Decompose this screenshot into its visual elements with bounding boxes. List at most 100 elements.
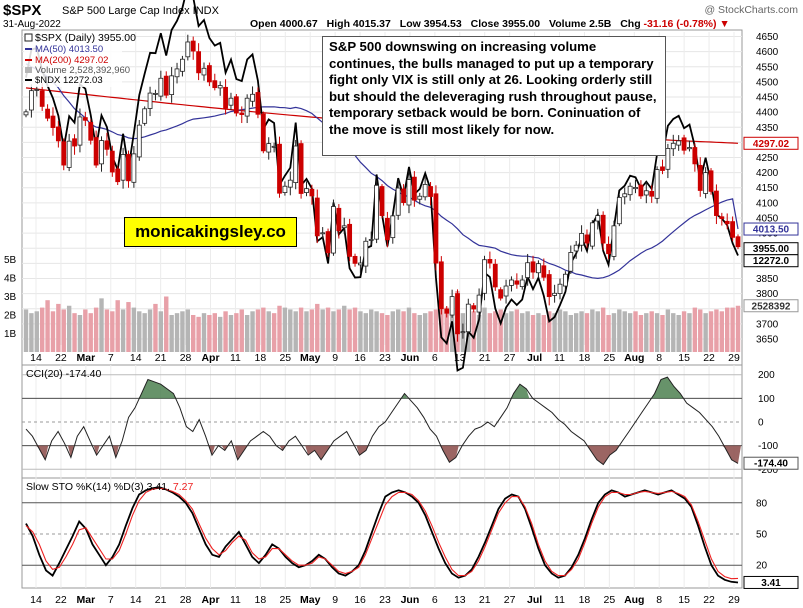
volume-bar xyxy=(547,311,552,352)
volume-bar xyxy=(39,307,45,352)
volume-tick-label: 1B xyxy=(4,329,17,340)
candle-body xyxy=(255,92,261,115)
candle-body xyxy=(562,273,568,287)
volume-bar xyxy=(627,313,633,352)
cci-label: CCI(20) -174.40 xyxy=(26,368,101,380)
volume-bar xyxy=(34,311,39,352)
volume-bar xyxy=(671,313,676,352)
volume-tick-label: 3B xyxy=(4,292,17,303)
candle-body xyxy=(298,143,304,194)
cci-negative-area xyxy=(93,445,100,456)
candle-body xyxy=(460,331,466,334)
candle-body xyxy=(99,140,104,165)
candle-body xyxy=(201,67,207,76)
candle-body xyxy=(616,197,622,225)
volume-bar xyxy=(99,298,104,352)
candle-body xyxy=(390,215,396,239)
candle-body xyxy=(579,233,584,246)
volume-tick-label: 5B xyxy=(4,255,17,266)
stochastic-indicator xyxy=(22,486,742,584)
candle-body xyxy=(185,41,191,58)
volume-bar xyxy=(77,315,83,352)
cci-negative-area xyxy=(234,445,248,460)
candle-body xyxy=(363,240,369,267)
volume-bar xyxy=(358,311,363,352)
candle-body xyxy=(163,75,169,96)
volume-bar xyxy=(493,311,498,352)
candle-body xyxy=(158,77,164,97)
sto-tick-label: 50 xyxy=(756,530,768,541)
volume-bar xyxy=(633,311,638,352)
x-tick-label: 22 xyxy=(703,352,715,364)
candle-body xyxy=(347,223,353,257)
cci-tick-label: -100 xyxy=(758,441,778,452)
candle-body xyxy=(126,154,131,182)
candle-body xyxy=(266,143,272,153)
x-tick-label: 21 xyxy=(155,352,167,364)
sto-tick-label: 20 xyxy=(756,561,768,572)
candle-body xyxy=(233,96,239,114)
ndx-tag-bg xyxy=(743,254,799,268)
candle-body xyxy=(55,126,61,142)
candle-body xyxy=(643,190,649,196)
x-tick-label: 21 xyxy=(155,594,167,606)
volume-bar xyxy=(563,311,568,352)
volume-bar xyxy=(315,303,320,352)
volume-bar xyxy=(692,307,698,352)
candle-body xyxy=(309,188,315,197)
volume-bar xyxy=(665,309,671,352)
symbol-title: $SPX xyxy=(3,2,41,19)
volume-tag-bg xyxy=(743,299,799,313)
volume-bar xyxy=(390,311,395,352)
price-tick-label: 4650 xyxy=(756,32,779,43)
candle-body xyxy=(180,58,185,72)
x-tick-label: Mar xyxy=(77,352,96,364)
candle-body xyxy=(212,80,218,89)
volume-bar xyxy=(56,303,61,352)
ma200-tag-bg xyxy=(743,136,799,150)
x-tick-label: 23 xyxy=(379,352,391,364)
cci-negative-area xyxy=(279,445,286,451)
candle-body xyxy=(190,40,196,52)
candle-body xyxy=(638,184,644,197)
cci-negative-area xyxy=(67,445,74,458)
candle-body xyxy=(471,305,477,310)
volume-bar xyxy=(131,307,137,352)
candle-body xyxy=(174,68,180,78)
candle-body xyxy=(536,263,541,274)
volume-bar xyxy=(735,305,741,352)
volume-bar xyxy=(444,307,449,352)
price-tick-label: 3850 xyxy=(756,274,779,285)
volume-bar xyxy=(212,313,217,352)
volume-bar xyxy=(509,311,514,352)
x-tick-label: 8 xyxy=(656,594,662,606)
volume-bar xyxy=(174,313,180,352)
candle-body xyxy=(304,188,309,193)
volume-bar xyxy=(250,311,255,352)
volume-bar xyxy=(660,315,665,352)
cci-negative-area xyxy=(587,445,620,465)
candle-body xyxy=(206,65,212,83)
x-tick-label: 28 xyxy=(180,352,192,364)
price-tick-label: 4350 xyxy=(756,123,779,134)
candle-body xyxy=(665,148,671,170)
volume-bar xyxy=(342,305,347,352)
candle-body xyxy=(88,122,94,141)
cci-negative-area xyxy=(35,445,49,460)
x-tick-label: Aug xyxy=(624,594,644,606)
candle-body xyxy=(654,169,660,199)
volume-bar xyxy=(126,302,131,352)
candle-body xyxy=(730,221,736,238)
volume-bar xyxy=(331,311,336,352)
candle-body xyxy=(687,147,692,150)
x-tick-label: 14 xyxy=(30,352,42,364)
ndx-tag: 12272.0 xyxy=(753,256,790,267)
candle-body xyxy=(606,243,611,255)
candle-body xyxy=(444,308,450,314)
x-tick-label: 25 xyxy=(604,352,616,364)
ohlc-summary: Open 4000.67 High 4015.37 Low 3954.53 Cl… xyxy=(250,18,730,30)
candle-body xyxy=(514,280,520,285)
cci-indicator xyxy=(22,374,742,470)
cci-line xyxy=(25,376,739,466)
candle-body xyxy=(649,190,655,197)
